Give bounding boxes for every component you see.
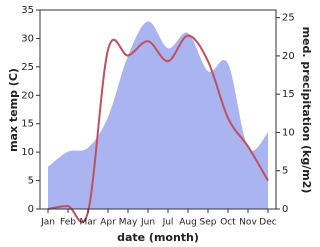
precipitation-area <box>48 21 268 210</box>
y-tick-label: 30 <box>21 33 34 44</box>
y-axis-label: max temp (C) <box>7 68 20 152</box>
y2-tick-label: 5 <box>282 166 288 177</box>
x-tick-label: Nov <box>239 218 257 228</box>
x-tick-label: Feb <box>60 218 76 228</box>
temperature-line <box>47 34 269 224</box>
y-tick-label: 0 <box>28 204 34 215</box>
x-tick-label: Mar <box>80 218 97 228</box>
x-tick-label: Apr <box>100 218 116 228</box>
y-tick-label: 15 <box>21 119 34 130</box>
y2-tick-label: 0 <box>282 204 288 215</box>
x-tick-label: Jun <box>140 218 155 228</box>
y-tick-label: 10 <box>21 147 34 158</box>
x-tick-label: Dec <box>259 218 276 228</box>
y-tick-label: 35 <box>21 5 34 16</box>
y2-tick-label: 25 <box>282 13 295 24</box>
x-tick-label: Jul <box>162 218 174 228</box>
x-tick-label: Jan <box>40 218 55 228</box>
x-axis-label: date (month) <box>117 231 199 244</box>
x-tick-label: Aug <box>179 218 197 228</box>
x-tick-label: May <box>119 218 138 228</box>
y2-tick-label: 20 <box>282 51 295 62</box>
x-tick-label: Oct <box>220 218 236 228</box>
y-tick-label: 25 <box>21 62 34 73</box>
y2-tick-label: 15 <box>282 89 295 100</box>
y2-tick-label: 10 <box>282 127 295 138</box>
y-tick-label: 5 <box>28 176 34 187</box>
y2-axis-label: med. precipitation (kg/m2) <box>300 27 313 194</box>
x-tick-label: Sep <box>200 218 217 228</box>
y-tick-label: 20 <box>21 90 34 101</box>
plot-frame <box>39 9 277 210</box>
